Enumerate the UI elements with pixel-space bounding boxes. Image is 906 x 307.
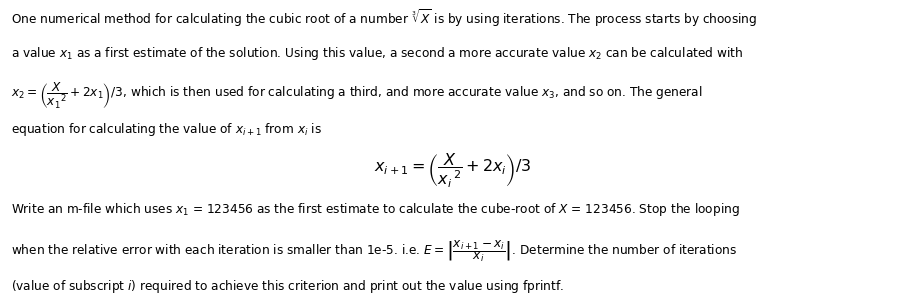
Text: (value of subscript $i$) required to achieve this criterion and print out the va: (value of subscript $i$) required to ach… <box>11 278 564 295</box>
Text: One numerical method for calculating the cubic root of a number $\sqrt[3]{X}$ is: One numerical method for calculating the… <box>11 8 757 29</box>
Text: when the relative error with each iteration is smaller than 1e-5. i.e. $E = \lef: when the relative error with each iterat… <box>11 238 737 264</box>
Text: $x_{i+1} = \left(\dfrac{X}{{x_i}^{\,2}} + 2x_i\right)/3$: $x_{i+1} = \left(\dfrac{X}{{x_i}^{\,2}} … <box>374 152 532 190</box>
Text: Write an m-file which uses $x_1$ = 123456 as the first estimate to calculate the: Write an m-file which uses $x_1$ = 12345… <box>11 201 739 218</box>
Text: a value $x_1$ as a first estimate of the solution. Using this value, a second a : a value $x_1$ as a first estimate of the… <box>11 45 743 61</box>
Text: $x_2 = \left(\dfrac{X}{{x_1}^{2}} + 2x_1\right)/3$, which is then used for calcu: $x_2 = \left(\dfrac{X}{{x_1}^{2}} + 2x_1… <box>11 81 702 111</box>
Text: equation for calculating the value of $x_{i+1}$ from $x_i$ is: equation for calculating the value of $x… <box>11 121 322 138</box>
